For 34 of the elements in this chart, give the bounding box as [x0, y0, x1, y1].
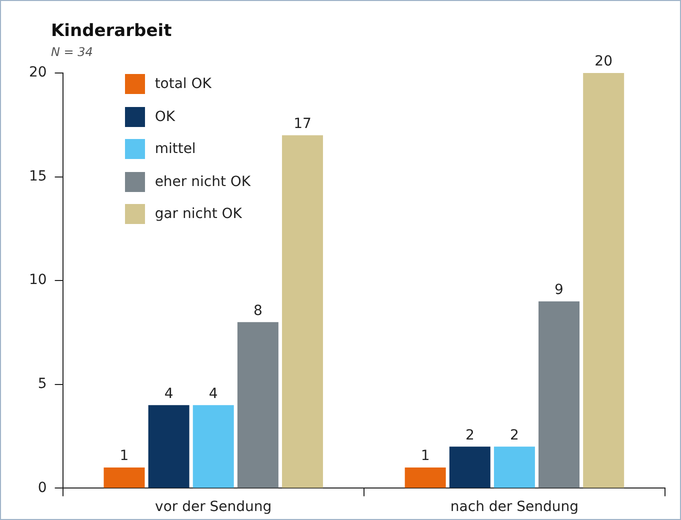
chart-subtitle: N = 34 [51, 45, 93, 59]
x-tick-label: vor der Sendung [155, 499, 272, 516]
data-label: 17 [294, 116, 312, 132]
bar [104, 467, 145, 488]
bar [538, 301, 580, 488]
y-tick-label: 15 [28, 168, 47, 184]
data-label: 2 [465, 427, 474, 444]
legend-label: gar nicht OK [154, 206, 242, 222]
y-tick-label: 0 [38, 480, 47, 496]
data-label: 9 [554, 282, 564, 298]
bar [148, 405, 190, 488]
data-label: 4 [208, 386, 218, 402]
bar [282, 135, 323, 488]
legend-label: eher nicht OK [154, 174, 251, 190]
data-label: 4 [164, 386, 174, 402]
data-label: 20 [594, 54, 612, 70]
bar [583, 73, 624, 488]
data-label: 8 [253, 302, 262, 319]
y-tick-label: 20 [28, 64, 47, 81]
y-tick-label: 10 [28, 272, 47, 288]
data-label: 1 [120, 448, 129, 464]
legend-label: total OK [154, 76, 212, 92]
chart-title: Kinderarbeit [51, 21, 172, 41]
data-label: 1 [420, 448, 430, 464]
bar [494, 446, 535, 488]
legend-label: OK [154, 108, 176, 125]
bar [449, 446, 490, 488]
bar [237, 322, 278, 488]
bar [192, 405, 234, 488]
legend-label: mittel [154, 141, 196, 158]
x-tick-label: nach der Sendung [450, 499, 578, 516]
data-label: 2 [510, 427, 519, 444]
bar [404, 467, 446, 488]
y-tick-label: 5 [38, 376, 47, 392]
